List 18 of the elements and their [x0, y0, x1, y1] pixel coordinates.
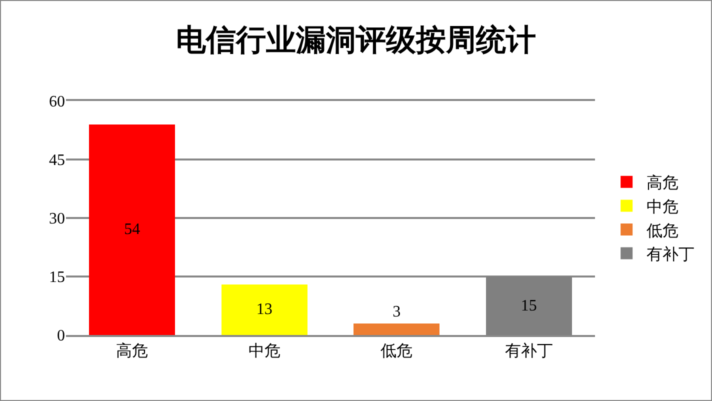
- y-tick-label: 15: [49, 269, 65, 286]
- y-tick-label: 0: [57, 328, 65, 345]
- data-label: 54: [124, 221, 140, 238]
- x-tick-label: 低危: [380, 342, 413, 360]
- data-label: 15: [520, 297, 537, 314]
- x-tick-label: 中危: [248, 342, 280, 360]
- x-tick-label: 有补丁: [504, 342, 553, 360]
- x-tick-label: 高危: [116, 342, 148, 360]
- legend-label: 高危: [646, 173, 679, 192]
- y-tick-label: 45: [49, 152, 65, 170]
- data-label: 3: [392, 303, 401, 320]
- legend-label: 中危: [646, 196, 679, 216]
- chart-title: 电信行业漏洞评级按周统计: [176, 24, 536, 57]
- y-tick-label: 30: [49, 210, 65, 228]
- legend-label: 有补丁: [646, 244, 695, 264]
- y-tick-label: 60: [49, 94, 65, 111]
- legend-label: 低危: [646, 220, 679, 240]
- data-label: 13: [256, 301, 272, 318]
